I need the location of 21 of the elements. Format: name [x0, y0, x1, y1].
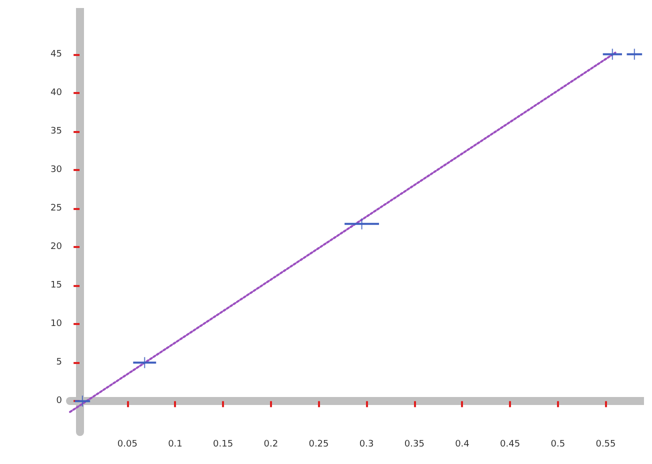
x-tick-label: 0.2: [264, 440, 278, 450]
x-tick-label: 0.1: [168, 440, 182, 450]
y-tick-label: 0: [56, 396, 62, 406]
x-tick-label: 0.3: [359, 440, 374, 450]
y-tick-label: 20: [50, 242, 62, 252]
y-tick-label: 45: [50, 49, 62, 60]
y-tick-label: 25: [50, 203, 62, 214]
y-tick-label: 35: [50, 126, 62, 136]
y-tick-label: 40: [50, 88, 62, 98]
x-tick-label: 0.35: [404, 440, 424, 450]
x-tick-label: 0.45: [500, 440, 520, 450]
x-tick-label: 0.5: [550, 440, 566, 450]
x-tick-label: 0.05: [117, 440, 138, 450]
x-tick-label: 0.15: [213, 440, 234, 450]
y-tick-label: 15: [50, 280, 62, 291]
y-tick-label: 10: [50, 319, 62, 330]
x-tick-label: 0.4: [455, 440, 470, 450]
y-tick-label: 30: [50, 164, 62, 175]
x-tick-label: 0.25: [308, 440, 329, 450]
y-tick-label: 5: [56, 358, 62, 368]
x-tick-label: 0.55: [596, 440, 616, 450]
